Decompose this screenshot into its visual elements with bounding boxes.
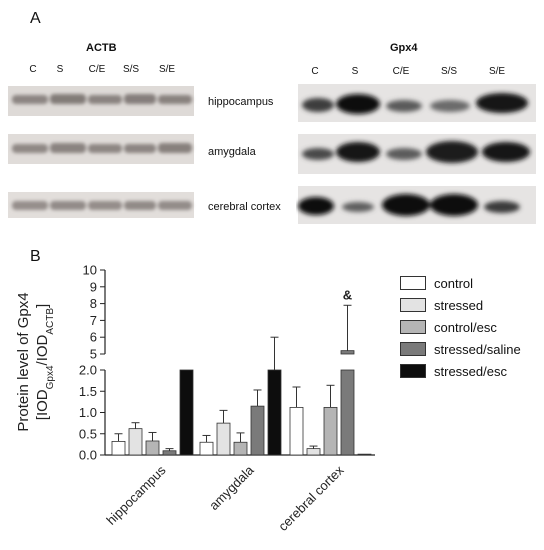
actb-band [124, 144, 156, 153]
y-tick-label: 9 [90, 279, 97, 294]
region-label-hippocampus: hippocampus [208, 96, 274, 108]
actb-band [12, 95, 48, 104]
category-label: hippocampus [103, 462, 169, 528]
actb-band [158, 95, 192, 104]
gpx4-band [382, 194, 430, 216]
gpx4-band [336, 94, 380, 114]
bar [179, 369, 194, 456]
y-axis-title: Protein level of Gpx4 [15, 292, 32, 431]
bar [323, 406, 338, 456]
bar [250, 405, 265, 456]
actb-lane-label: C/E [88, 64, 106, 75]
category-label: cerebral cortex [275, 462, 347, 534]
actb-lane-label: S [56, 64, 64, 75]
actb-band [12, 201, 48, 210]
legend-item: stressed [400, 294, 521, 316]
gpx4-band [342, 202, 374, 212]
gpx4-band [476, 93, 528, 113]
y-tick-label: 7 [90, 313, 97, 328]
gpx4-band [298, 197, 334, 215]
legend-label: control/esc [434, 319, 497, 335]
panel-a-letter: A [30, 10, 41, 27]
bar [162, 450, 177, 456]
bar [267, 369, 282, 456]
actb-band [88, 95, 122, 104]
legend: control stressed control/esc stressed/salin… [400, 272, 521, 382]
actb-band [50, 94, 86, 104]
bar [306, 448, 321, 456]
bar-upper-segment [340, 350, 355, 355]
legend-label: stressed/esc [434, 363, 507, 379]
y-tick-label: 6 [90, 330, 97, 345]
bar [111, 440, 126, 456]
gpx4-band [430, 194, 478, 216]
y-axis-title-units: [IODGpx4/IODACTB] [34, 304, 56, 420]
legend-label: control [434, 275, 474, 291]
y-tick-label: 0.0 [79, 448, 97, 463]
actb-lane-label: C [29, 64, 37, 75]
legend-swatch [400, 320, 426, 334]
actb-band [88, 201, 122, 210]
gpx4-band [302, 148, 334, 160]
legend-item: control/esc [400, 316, 521, 338]
actb-band [88, 144, 122, 153]
actb-title: ACTB [86, 42, 117, 54]
gpx4-band [386, 148, 422, 160]
legend-item: control [400, 272, 521, 294]
actb-band [124, 94, 156, 104]
region-label-amygdala: amygdala [208, 146, 256, 158]
bar [216, 422, 231, 456]
gpx4-title: Gpx4 [390, 42, 418, 54]
legend-item: stressed/saline [400, 338, 521, 360]
actb-band [50, 143, 86, 153]
y-tick-label: 10 [83, 263, 97, 278]
actb-band [50, 201, 86, 210]
legend-swatch [400, 298, 426, 312]
gpx4-band [482, 142, 530, 162]
actb-band [158, 201, 192, 210]
bar [357, 453, 372, 456]
y-tick-label: 0.5 [79, 426, 97, 441]
y-tick-label: 1.5 [79, 384, 97, 399]
legend-label: stressed/saline [434, 341, 521, 357]
legend-item: stressed/esc [400, 360, 521, 382]
y-tick-label: 5 [90, 347, 97, 362]
gpx4-band [426, 141, 478, 163]
panel-b-letter: B [30, 248, 41, 265]
bar [340, 369, 355, 456]
legend-swatch [400, 342, 426, 356]
actb-blot [8, 86, 194, 218]
actb-lane-label: S/S [122, 64, 140, 75]
gpx4-band [430, 100, 470, 112]
bar [199, 441, 214, 456]
bar [289, 406, 304, 456]
bar [128, 428, 143, 456]
actb-lane-label: S/E [158, 64, 176, 75]
gpx4-band [336, 142, 380, 162]
legend-label: stressed [434, 297, 484, 313]
bar [145, 440, 160, 456]
legend-swatch [400, 364, 426, 378]
category-label: amygdala [206, 462, 257, 513]
gpx4-lane-label: C [311, 66, 319, 77]
actb-band [158, 143, 192, 153]
region-label-cerebral-cortex: cerebral cortex [208, 201, 281, 213]
legend-swatch [400, 276, 426, 290]
gpx4-lane-label: S [351, 66, 359, 77]
gpx4-band [302, 98, 334, 112]
y-tick-label: 1.0 [79, 405, 97, 420]
gpx4-band [484, 201, 520, 213]
bar [233, 441, 248, 456]
gpx4-blot [298, 84, 536, 224]
significance-annotation: & [343, 287, 352, 302]
gpx4-band [386, 100, 422, 112]
actb-band [12, 144, 48, 153]
y-tick-label: 2.0 [79, 363, 97, 378]
gpx4-lane-label: S/S [440, 66, 458, 77]
y-tick-label: 8 [90, 296, 97, 311]
gpx4-lane-label: C/E [392, 66, 410, 77]
actb-band [124, 201, 156, 210]
gpx4-lane-label: S/E [488, 66, 506, 77]
